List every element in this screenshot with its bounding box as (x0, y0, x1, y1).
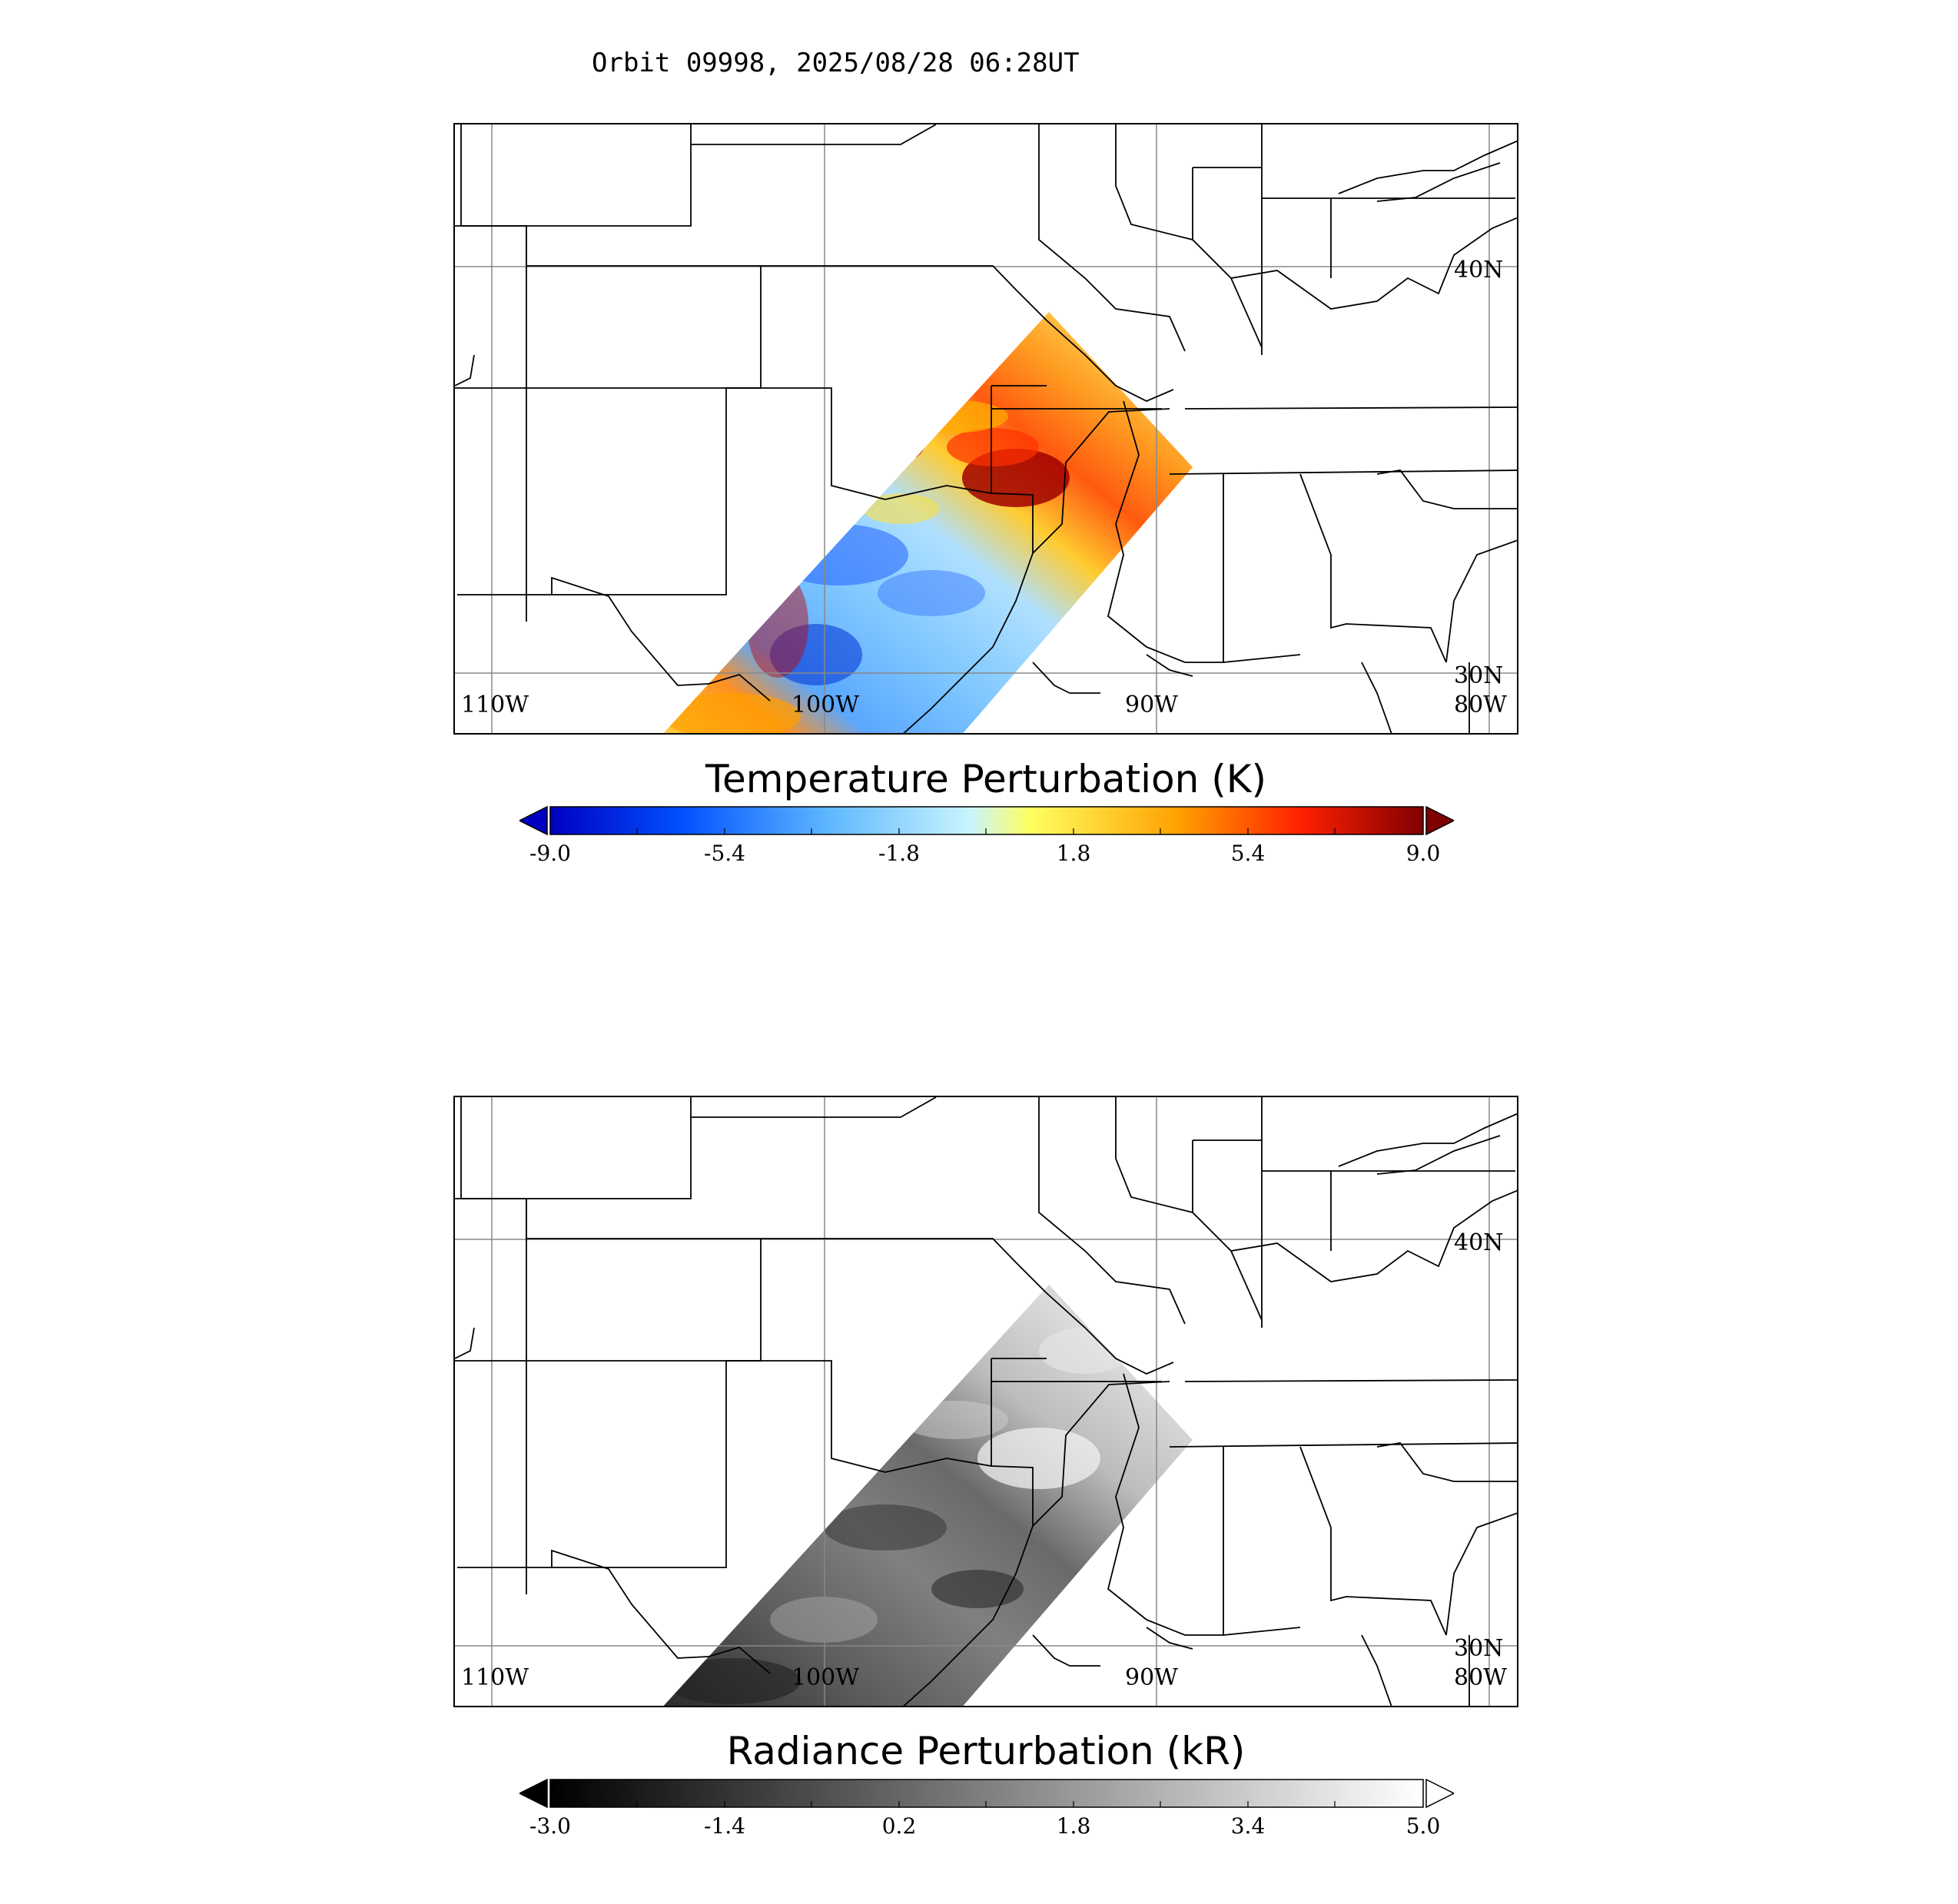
figure-title: Orbit 09998, 2025/08/28 06:28UT (592, 48, 1080, 78)
colorbar-tick: -1.4 (704, 1813, 745, 1839)
colorbar-tick: -3.0 (529, 1813, 571, 1839)
radiance-swath (662, 1285, 1193, 1706)
colorbar-tick: -9.0 (529, 841, 571, 866)
grid-lines (455, 1097, 1517, 1706)
radiance-colorbar (518, 1776, 1455, 1823)
temperature-map-panel: 110W 100W 90W 80W 40N 30N (453, 123, 1518, 735)
lon-label-90w: 90W (1125, 692, 1179, 718)
lat-label-40n: 40N (1454, 257, 1504, 284)
colorbar-tick: 1.8 (1056, 841, 1091, 866)
lon-label-100w: 100W (791, 1664, 860, 1691)
colorbar-tick: 0.2 (881, 1813, 917, 1839)
temperature-colorbar (518, 804, 1455, 850)
colorbar-tick: -1.8 (878, 841, 920, 866)
temperature-map (455, 124, 1517, 733)
lat-label-40n: 40N (1454, 1229, 1504, 1256)
colorbar-tick: 3.4 (1230, 1813, 1266, 1839)
colorbar-tick: -5.4 (704, 841, 745, 866)
radiance-map-panel: 110W 100W 90W 80W 40N 30N (453, 1096, 1518, 1707)
lat-label-30n: 30N (1454, 1635, 1504, 1662)
lon-label-80w: 80W (1454, 1664, 1508, 1691)
state-borders (455, 1097, 1517, 1706)
lon-label-90w: 90W (1125, 1664, 1179, 1691)
lon-label-110w: 110W (461, 1664, 529, 1691)
radiance-colorbar-title: Radiance Perturbation (kR) (726, 1729, 1246, 1773)
radiance-map (455, 1097, 1517, 1706)
colorbar-tick: 5.4 (1230, 841, 1266, 866)
lon-label-80w: 80W (1454, 692, 1508, 718)
colorbar-tick: 1.8 (1056, 1813, 1091, 1839)
colorbar-tick: 5.0 (1405, 1813, 1441, 1839)
temperature-swath (662, 312, 1193, 733)
lon-label-110w: 110W (461, 692, 529, 718)
lat-label-30n: 30N (1454, 662, 1504, 689)
colorbar-tick: 9.0 (1405, 841, 1441, 866)
temperature-colorbar-title: Temperature Perturbation (K) (705, 757, 1266, 801)
state-borders (455, 124, 1517, 733)
lon-label-100w: 100W (791, 692, 860, 718)
